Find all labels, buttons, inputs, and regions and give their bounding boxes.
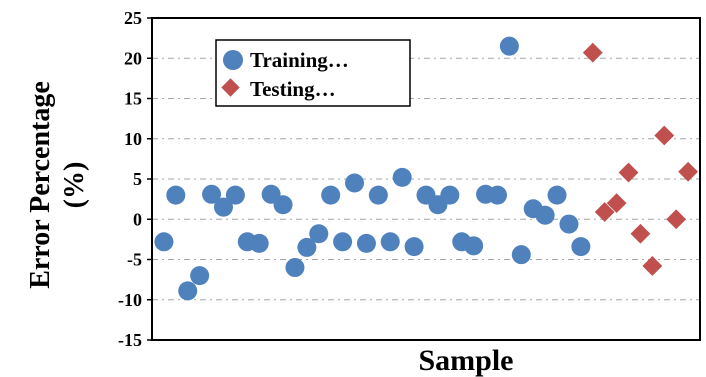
training-point	[309, 224, 329, 244]
training-point	[499, 36, 519, 56]
legend-training-marker	[223, 50, 243, 70]
x-axis-title: Sample	[418, 344, 513, 377]
training-point	[404, 237, 424, 257]
training-point	[368, 185, 388, 205]
y-axis-title-line-1: Error Percentage	[25, 81, 56, 289]
y-axis-title-line-2: (%)	[59, 162, 90, 209]
training-point	[166, 185, 186, 205]
testing-point	[666, 209, 687, 230]
training-point	[285, 258, 305, 278]
training-point	[535, 205, 555, 225]
training-point	[464, 236, 484, 256]
training-point	[380, 232, 400, 252]
y-axis-title: Error Percentage (%)	[25, 81, 90, 289]
y-tick-label: -5	[127, 250, 142, 270]
testing-point	[654, 125, 675, 146]
training-point	[249, 233, 269, 253]
y-tick-label: 15	[124, 89, 142, 109]
testing-point	[630, 223, 651, 244]
y-tick-label: 0	[133, 209, 142, 229]
training-point	[356, 233, 376, 253]
training-point	[392, 167, 412, 187]
y-tick-label: 10	[124, 129, 142, 149]
y-tick-label: -10	[118, 290, 142, 310]
training-point	[178, 281, 198, 301]
plot-area-frame	[151, 17, 701, 341]
training-point	[297, 237, 317, 257]
legend-testing-marker	[221, 78, 240, 97]
training-point	[345, 173, 365, 193]
y-tick-label: 5	[133, 169, 142, 189]
training-point	[225, 185, 245, 205]
y-tick-label: 25	[124, 8, 142, 28]
training-point	[333, 232, 353, 252]
training-point	[202, 184, 222, 204]
legend: Training… Testing…	[215, 39, 411, 107]
legend-box	[215, 39, 411, 107]
legend-training-label: Training…	[250, 48, 349, 72]
training-point	[321, 185, 341, 205]
training-point	[213, 197, 233, 217]
training-point	[190, 266, 210, 286]
y-tick-labels: 25 20 15 10 5 0 -5 -10 -15	[118, 8, 152, 350]
training-point	[547, 185, 567, 205]
y-tick-label: -15	[118, 330, 142, 350]
testing-point	[582, 42, 603, 63]
training-point	[511, 245, 531, 265]
training-point	[559, 214, 579, 234]
legend-testing-label: Testing…	[250, 77, 336, 101]
training-point	[487, 185, 507, 205]
training-point	[154, 232, 174, 252]
testing-point	[642, 256, 663, 276]
training-point	[440, 185, 460, 205]
training-point	[273, 195, 293, 215]
y-tick-label: 20	[124, 48, 142, 68]
training-point	[571, 237, 591, 257]
